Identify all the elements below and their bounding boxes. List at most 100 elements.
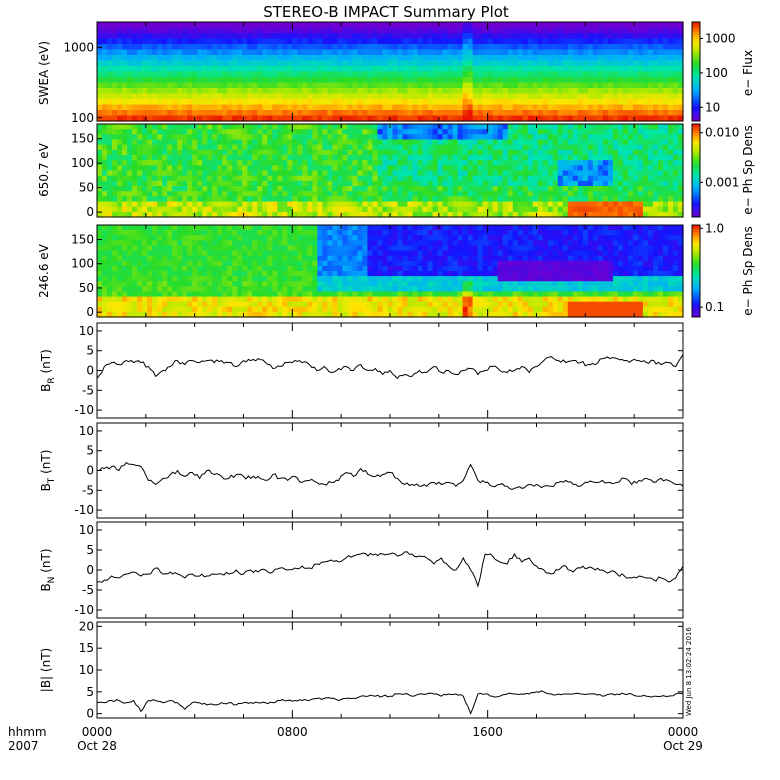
- heatmap-cell: [322, 77, 328, 84]
- heatmap-cell: [407, 175, 414, 182]
- heatmap-cell: [192, 149, 198, 156]
- heatmap-cell: [197, 165, 203, 172]
- heatmap-cell: [377, 55, 384, 62]
- heatmap-cell: [267, 77, 273, 84]
- heatmap-cell: [287, 71, 293, 78]
- heatmap-cell: [622, 196, 629, 203]
- heatmap-cell: [587, 144, 594, 151]
- heatmap-cell: [552, 191, 559, 197]
- heatmap-cell: [282, 165, 288, 172]
- heatmap-cell: [277, 271, 283, 277]
- heatmap-cell: [177, 77, 183, 84]
- heatmap-cell: [197, 93, 203, 100]
- heatmap-cell: [117, 196, 123, 203]
- heatmap-cell: [322, 33, 328, 40]
- heatmap-cell: [102, 296, 108, 303]
- heatmap-cell: [402, 82, 409, 89]
- heatmap-cell: [657, 124, 664, 130]
- heatmap-cell: [252, 265, 258, 272]
- heatmap-cell: [667, 33, 674, 40]
- heatmap-cell: [467, 22, 474, 29]
- heatmap-cell: [232, 186, 238, 192]
- heatmap-cell: [252, 175, 258, 182]
- heatmap-cell: [462, 206, 469, 213]
- heatmap-cell: [577, 88, 584, 95]
- heatmap-cell: [177, 286, 183, 293]
- heatmap-cell: [417, 38, 424, 45]
- heatmap-cell: [452, 44, 459, 51]
- heatmap-cell: [417, 110, 424, 117]
- heatmap-cell: [502, 71, 509, 78]
- heatmap-cell: [297, 38, 303, 45]
- heatmap-cell: [287, 180, 293, 187]
- heatmap-cell: [347, 77, 354, 84]
- heatmap-cell: [522, 38, 529, 45]
- heatmap-cell: [617, 139, 624, 146]
- heatmap-cell: [522, 27, 529, 34]
- heatmap-cell: [207, 225, 213, 231]
- heatmap-cell: [102, 104, 108, 111]
- heatmap-cell: [487, 191, 494, 197]
- heatmap-cell: [507, 124, 514, 130]
- heatmap-cell: [232, 170, 238, 177]
- heatmap-cell: [247, 255, 253, 262]
- heatmap-cell: [262, 22, 268, 29]
- heatmap-cell: [497, 201, 504, 208]
- heatmap-cell: [482, 149, 489, 156]
- heatmap-cell: [167, 206, 173, 213]
- heatmap-cell: [172, 27, 178, 34]
- heatmap-cell: [387, 93, 394, 100]
- heatmap-cell: [297, 144, 303, 151]
- heatmap-cell: [142, 211, 148, 218]
- heatmap-cell: [182, 291, 188, 298]
- heatmap-cell: [657, 115, 664, 122]
- heatmap-cell: [142, 104, 148, 111]
- heatmap-cell: [262, 211, 268, 218]
- heatmap-cell: [342, 149, 349, 156]
- heatmap-cell: [602, 139, 609, 146]
- heatmap-cell: [212, 139, 218, 146]
- heatmap-cell: [597, 170, 604, 177]
- heatmap-cell: [182, 311, 188, 318]
- heatmap-cell: [677, 180, 684, 187]
- heatmap-cell: [422, 55, 429, 62]
- heatmap-cell: [422, 71, 429, 78]
- heatmap-cell: [187, 265, 193, 272]
- heatmap-cell: [617, 175, 624, 182]
- heatmap-cell: [327, 60, 333, 67]
- heatmap-cell: [477, 170, 484, 177]
- heatmap-cell: [427, 44, 434, 51]
- heatmap-cell: [572, 88, 579, 95]
- heatmap-cell: [167, 134, 173, 141]
- heatmap-cell: [352, 93, 359, 100]
- heatmap-cell: [237, 104, 243, 111]
- heatmap-cell: [142, 77, 148, 84]
- heatmap-cell: [437, 149, 444, 156]
- heatmap-cell: [582, 129, 589, 135]
- heatmap-cell: [542, 196, 549, 203]
- heatmap-cell: [127, 139, 133, 146]
- heatmap-cell: [477, 211, 484, 218]
- heatmap-cell: [147, 115, 153, 122]
- heatmap-cell: [387, 104, 394, 111]
- heatmap-cell: [307, 144, 313, 151]
- heatmap-cell: [447, 22, 454, 29]
- heatmap-cell: [487, 201, 494, 208]
- heatmap-cell: [167, 55, 173, 62]
- heatmap-cell: [422, 139, 429, 146]
- heatmap-cell: [267, 276, 273, 282]
- heatmap-cell: [472, 206, 479, 213]
- heatmap-cell: [462, 115, 469, 122]
- heatmap-cell: [372, 206, 379, 213]
- heatmap-cell: [472, 44, 479, 51]
- heatmap-cell: [277, 124, 283, 130]
- heatmap-cell: [512, 201, 519, 208]
- heatmap-cell: [452, 38, 459, 45]
- heatmap-cell: [207, 104, 213, 111]
- heatmap-cell: [402, 170, 409, 177]
- heatmap-cell: [232, 124, 238, 130]
- heatmap-cell: [107, 296, 113, 303]
- heatmap-cell: [657, 191, 664, 197]
- heatmap-cell: [137, 271, 143, 277]
- heatmap-cell: [617, 191, 624, 197]
